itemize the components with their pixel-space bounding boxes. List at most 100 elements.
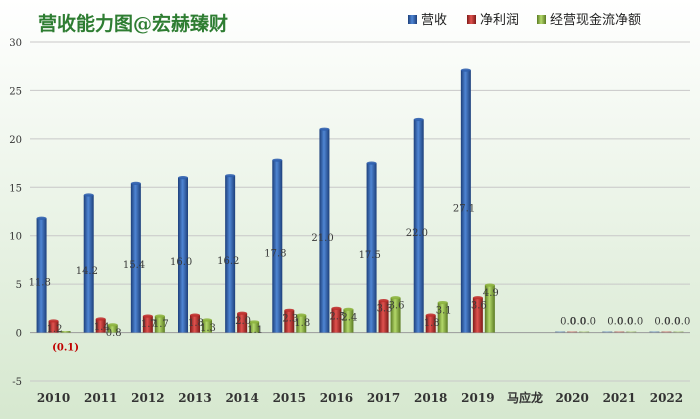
bar-cap: [202, 318, 212, 322]
bar-cash-flow: [202, 319, 212, 333]
data-label: 2.4: [341, 312, 357, 323]
bar-cap: [366, 161, 377, 165]
bar-cap: [190, 313, 200, 317]
x-axis: 2010 2011 2012 2013 2014 2015 2016 2017 2018 2019…: [37, 390, 683, 405]
bar-cap: [378, 299, 389, 303]
bar-cap: [95, 317, 106, 321]
bar-cap: [460, 68, 471, 72]
bar-cap: [142, 314, 153, 318]
bar-revenue: [178, 177, 188, 333]
bar-cap: [472, 296, 483, 300]
data-label: 1.7: [153, 319, 169, 330]
bar-net-profit: [567, 331, 578, 333]
bar-revenue: [319, 129, 330, 333]
bar-cash-flow: [626, 331, 637, 333]
x-tick-label: 2011: [84, 391, 117, 405]
bar-cash-flow: [579, 331, 590, 333]
legend-label: 经营现金流净额: [550, 12, 641, 28]
bar-net-profit: [331, 308, 342, 333]
bar-cap: [36, 216, 47, 220]
x-tick-label: 2020: [555, 391, 588, 405]
data-label: 14.2: [76, 266, 98, 277]
data-label: 3.6: [471, 301, 487, 312]
data-label: 1.2: [47, 324, 63, 335]
x-tick-label: 2013: [178, 391, 211, 405]
y-tick-label: 0: [16, 329, 22, 340]
legend-swatch: [467, 15, 476, 24]
data-label: 15.4: [123, 260, 145, 271]
bar-net-profit: [425, 315, 436, 333]
bar-net-profit: [142, 316, 153, 333]
bar-cap: [48, 319, 59, 323]
bar-cap: [390, 296, 401, 300]
bar-cap: [178, 176, 188, 180]
y-tick-label: 5: [16, 280, 22, 291]
data-label: (0.1): [52, 343, 79, 354]
data-label: 2.0: [235, 316, 251, 327]
data-label: 1.1: [247, 325, 263, 336]
bar-cap: [343, 307, 354, 311]
data-label: 1.4: [94, 322, 110, 333]
y-tick-label: 10: [9, 232, 22, 243]
data-label: 0.0: [617, 317, 633, 328]
data-label: 22.0: [406, 228, 428, 239]
data-label: 0.0: [674, 317, 690, 328]
bar-cap: [154, 314, 165, 318]
data-label: 17.8: [264, 248, 286, 259]
data-label: 1.8: [188, 318, 204, 329]
data-label: 11.8: [29, 277, 51, 288]
data-label: 1.7: [141, 319, 157, 330]
data-label: 1.3: [200, 323, 216, 334]
bar-cap: [107, 323, 118, 327]
bars: [36, 68, 684, 333]
bar-cash-flow: [484, 285, 495, 333]
data-label: 3.1: [436, 306, 452, 317]
y-axis: -5 0 5 10 15 20 25 30: [9, 38, 22, 388]
bar-net-profit: [95, 319, 106, 333]
bar-net-profit: [661, 331, 672, 333]
x-tick-label: 2012: [131, 391, 164, 405]
data-label: 0.0: [654, 317, 670, 328]
bar-revenue: [649, 331, 660, 333]
bar-cap: [484, 283, 495, 287]
bar-cash-flow: [673, 331, 684, 333]
data-label: 16.2: [217, 256, 239, 267]
legend-swatch: [408, 15, 417, 24]
bar-cap: [249, 320, 260, 324]
bar-cap: [225, 174, 236, 178]
x-tick-label: 2022: [650, 391, 683, 405]
bar-net-profit: [378, 300, 389, 333]
data-labels: 11.81.2(0.1)14.21.40.815.41.71.716.01.81…: [29, 203, 691, 353]
y-tick-label: 20: [9, 135, 22, 146]
data-label: 2.5: [329, 311, 345, 322]
data-label: 0.0: [664, 317, 680, 328]
y-tick-label: 25: [9, 86, 22, 97]
bar-cap: [237, 311, 248, 315]
bar-cap: [319, 127, 330, 131]
legend-label: 净利润: [480, 13, 519, 28]
data-label: 16.0: [170, 257, 192, 268]
data-label: 0.0: [607, 317, 623, 328]
bar-cap: [413, 117, 424, 122]
bar-revenue: [413, 119, 424, 333]
legend-swatch: [537, 15, 546, 24]
bar-cash-flow: [249, 321, 260, 333]
data-label: 4.9: [483, 288, 499, 299]
bar-net-profit: [48, 320, 59, 333]
x-tick-label: 2014: [225, 391, 258, 405]
bar-revenue: [366, 163, 377, 333]
x-tick-label: 2019: [461, 391, 494, 405]
bar-revenue: [555, 331, 566, 333]
bar-revenue: [225, 175, 236, 333]
data-label: 21.0: [311, 233, 333, 244]
bar-revenue: [272, 160, 283, 333]
bar-revenue: [460, 70, 471, 333]
data-label: 3.3: [377, 304, 393, 315]
bar-cap: [130, 181, 141, 186]
data-label: 0.0: [560, 317, 576, 328]
bar-cap: [284, 308, 295, 312]
data-label: 3.6: [389, 301, 405, 312]
bar-revenue: [602, 331, 613, 333]
